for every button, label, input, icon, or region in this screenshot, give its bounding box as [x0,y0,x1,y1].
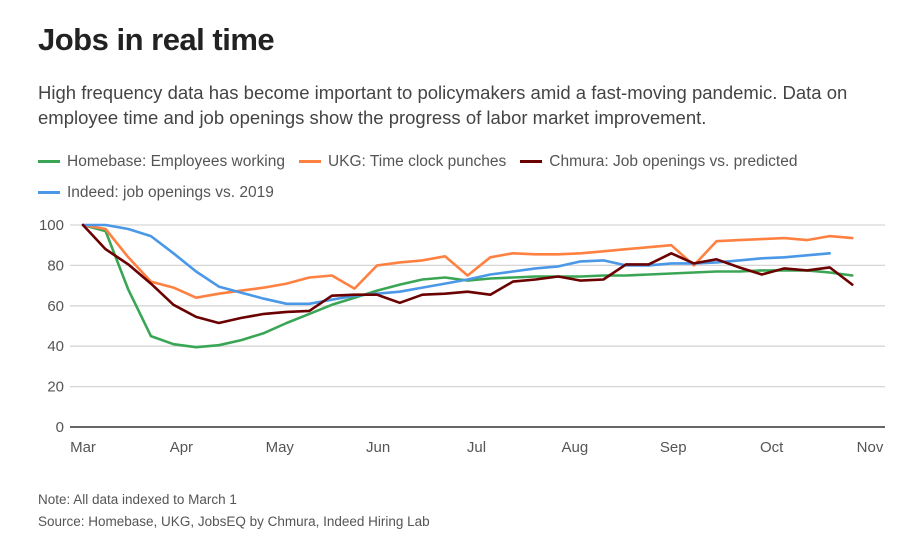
y-axis-tick-labels: 0 20 40 60 80 100 [39,217,64,436]
legend-swatch-ukg [298,160,321,163]
legend-row-2: Indeed: job openings vs. 2019 [38,177,898,208]
y-tick-label: 60 [47,298,64,315]
legend-swatch-indeed [38,191,60,194]
legend-swatch-homebase [38,160,60,163]
x-tick-label: May [266,439,295,456]
legend-item-ukg: UKG: Time clock punches [298,152,507,171]
source-line: Source: Homebase, UKG, JobsEQ by Chmura,… [38,514,430,529]
y-tick-label: 80 [47,257,64,274]
chart-subtitle: High frequency data has become important… [38,82,848,128]
x-tick-label: Jul [467,439,486,456]
x-tick-label: Nov [857,439,884,456]
x-tick-label: Apr [170,439,193,456]
chart-title: Jobs in real time [38,22,275,57]
x-tick-label: Mar [70,439,96,456]
line-indeed [81,223,832,306]
legend-item-homebase: Homebase: Employees working [38,153,285,171]
line-chart: 0 20 40 60 80 100 Mar Apr May Jun Jul Aug Sep Oct Nov [39,217,885,456]
legend: Homebase: Employees working UKG: Time cl… [38,146,898,208]
legend-item-indeed: Indeed: job openings vs. 2019 [38,184,274,202]
legend-label-homebase: Homebase: Employees working [67,152,285,170]
line-chmura [81,223,854,325]
y-tick-label: 40 [47,338,64,355]
line-ukg [81,223,854,299]
legend-row-1: Homebase: Employees working UKG: Time cl… [38,146,898,177]
legend-swatch-chmura [520,160,543,163]
x-tick-label: Aug [562,439,589,456]
y-tick-label: 0 [56,419,64,436]
x-axis-tick-labels: Mar Apr May Jun Jul Aug Sep Oct Nov [70,439,884,456]
y-tick-label: 20 [47,379,64,396]
gridlines [70,224,885,428]
legend-label-chmura: Chmura: Job openings vs. predicted [549,152,798,170]
legend-label-indeed: Indeed: job openings vs. 2019 [67,183,274,201]
legend-label-ukg: UKG: Time clock punches [327,152,507,170]
y-tick-label: 100 [39,217,64,234]
footer: Note: All data indexed to March 1 Source… [38,489,430,533]
x-tick-label: Jun [366,439,390,456]
x-tick-label: Oct [760,439,784,456]
footnote: Note: All data indexed to March 1 [38,492,237,507]
legend-item-chmura: Chmura: Job openings vs. predicted [520,153,797,171]
x-tick-label: Sep [660,439,687,456]
line-homebase [81,223,854,349]
series-lines [81,223,854,349]
